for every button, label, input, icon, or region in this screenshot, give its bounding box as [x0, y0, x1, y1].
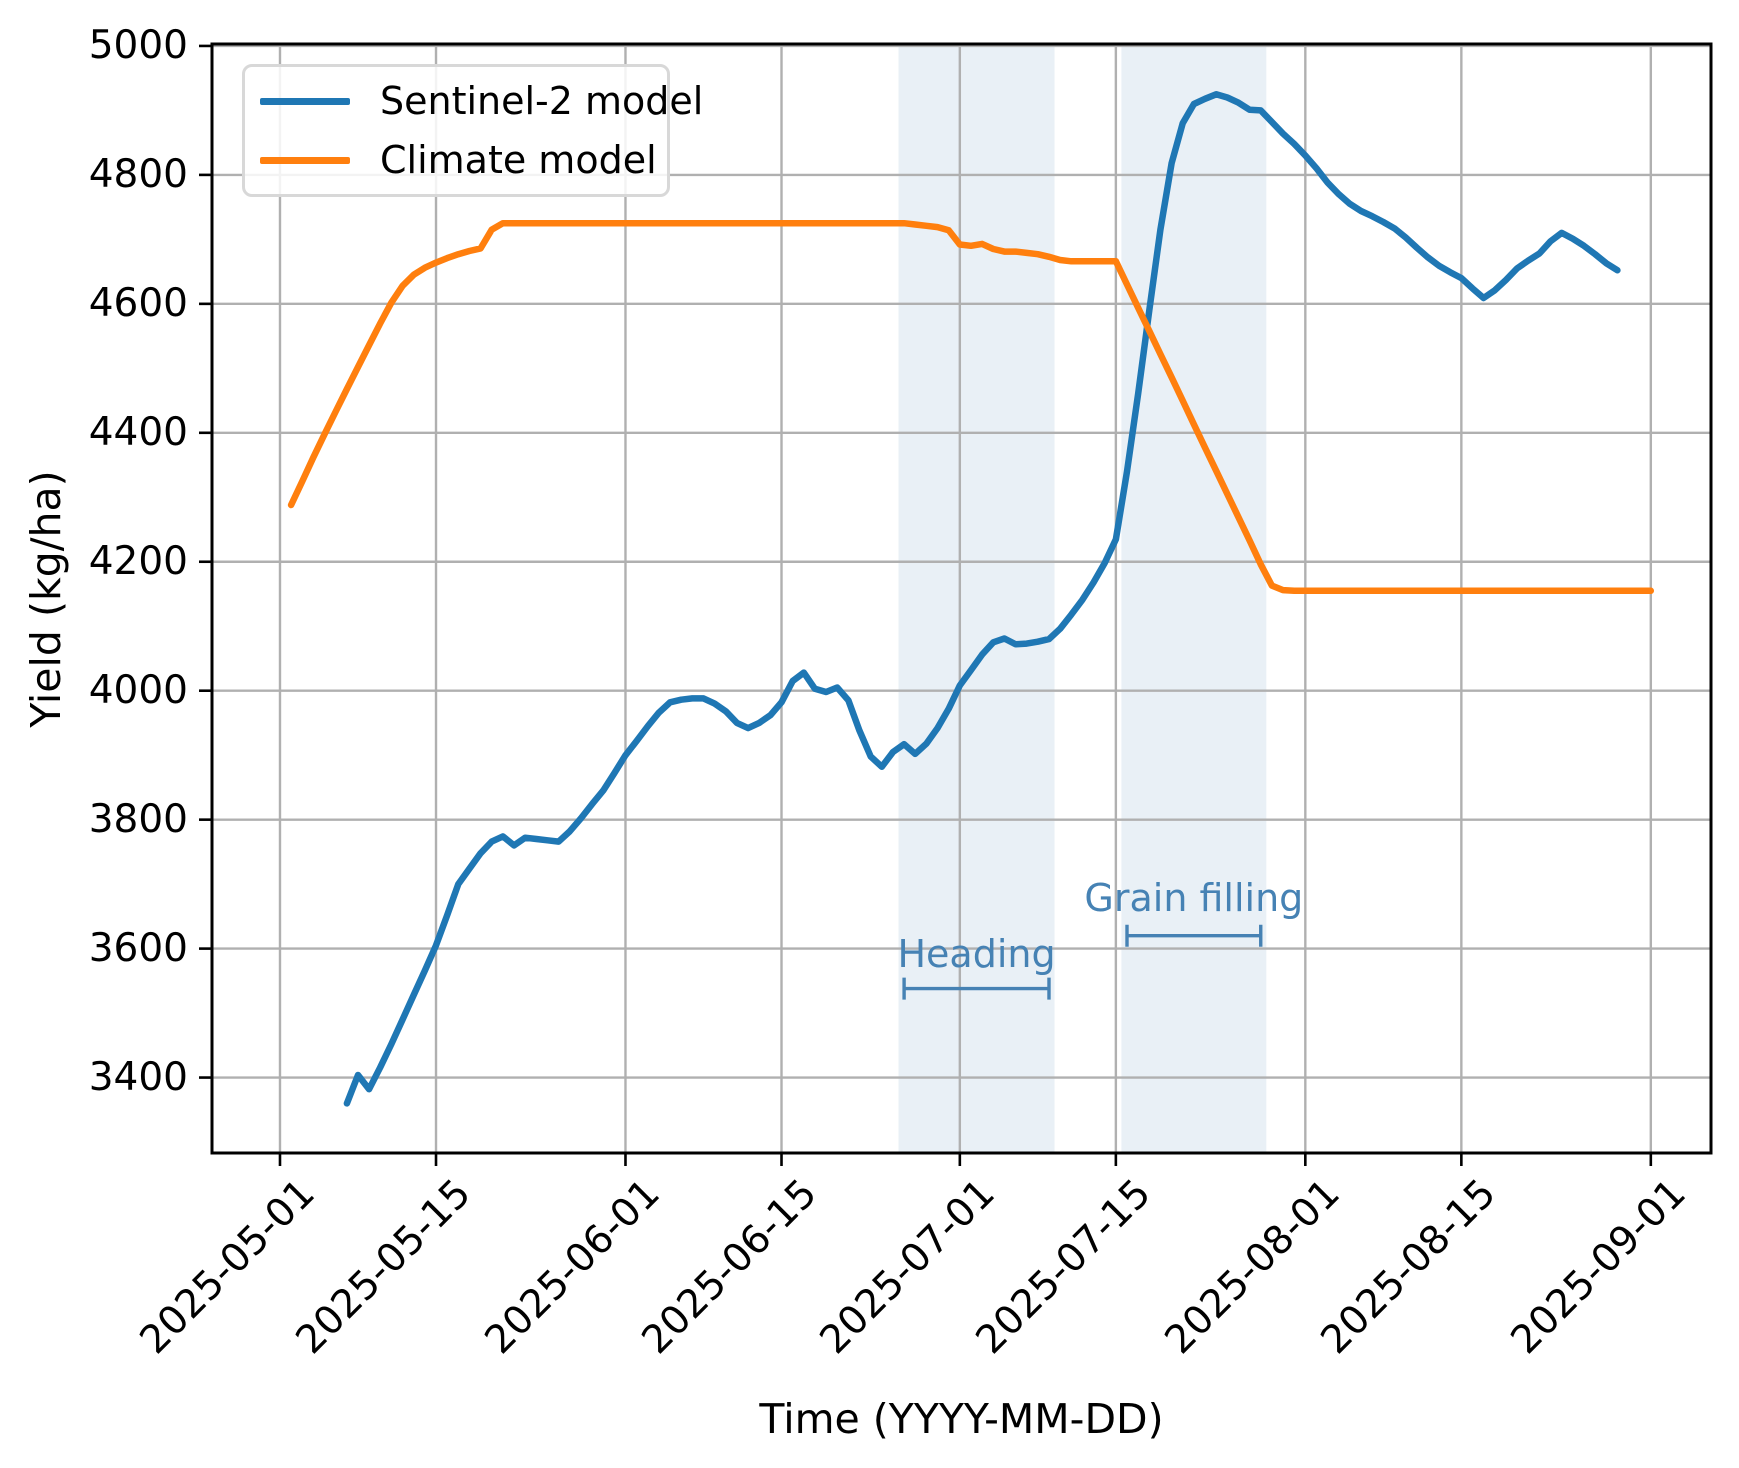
y-tick-label: 3600 [88, 925, 188, 971]
sentinel2-line-swatch [260, 97, 350, 105]
legend-entry-sentinel2: Sentinel-2 model [260, 76, 703, 126]
legend: Sentinel-2 model Climate model [242, 64, 703, 197]
y-tick-label: 4800 [88, 151, 188, 197]
axes-spines [210, 42, 1713, 1155]
y-tick-label: 4600 [88, 280, 188, 326]
legend-label-climate: Climate model [380, 138, 657, 182]
phenology-bracket [1125, 924, 1263, 947]
y-axis-title: Yield (kg/ha) [22, 469, 70, 728]
phenology-label: Grain filling [1084, 876, 1304, 921]
phenology-label: Heading [897, 931, 1056, 976]
phenology-band [1121, 44, 1267, 1153]
phenology-band [898, 44, 1055, 1153]
y-tick-label: 5000 [88, 22, 188, 68]
y-tick-label: 3400 [88, 1054, 188, 1100]
climate-line-swatch [260, 156, 350, 164]
y-tick-label: 4200 [88, 538, 188, 584]
series-line-1 [287, 219, 1655, 595]
phenology-bracket [902, 977, 1051, 1000]
series-line-0 [343, 91, 1621, 1107]
x-axis-title: Time (YYYY-MM-DD) [759, 1395, 1164, 1443]
y-tick-label: 4400 [88, 409, 188, 455]
legend-label-sentinel2: Sentinel-2 model [380, 79, 704, 123]
y-tick-label: 3800 [88, 796, 188, 842]
y-tick-label: 4000 [88, 667, 188, 713]
legend-entry-climate: Climate model [260, 135, 667, 185]
